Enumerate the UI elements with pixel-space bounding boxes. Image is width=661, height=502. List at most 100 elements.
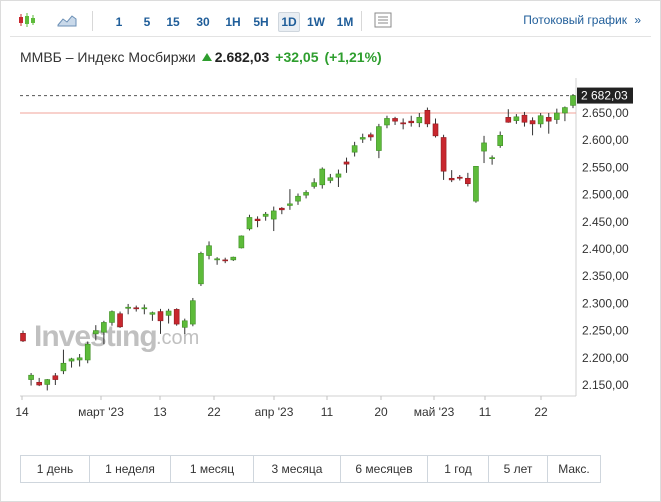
candle[interactable]: [424, 109, 431, 125]
range-button[interactable]: 1 год: [428, 456, 489, 482]
timeframe-30[interactable]: 30: [196, 15, 210, 29]
candle[interactable]: [408, 120, 415, 124]
candle[interactable]: [20, 333, 26, 342]
candle[interactable]: [181, 320, 188, 328]
candle[interactable]: [109, 311, 115, 323]
candle[interactable]: [384, 118, 390, 126]
candle[interactable]: [570, 95, 576, 106]
timeframe-5[interactable]: 5: [143, 15, 151, 29]
candle[interactable]: [101, 322, 107, 333]
timeframe-1d[interactable]: 1D: [278, 12, 300, 32]
y-tick-label: 2.450,00: [582, 215, 629, 229]
candle[interactable]: [238, 235, 245, 249]
candle[interactable]: [262, 213, 269, 217]
candle[interactable]: [351, 145, 358, 153]
candle[interactable]: [481, 142, 487, 152]
range-button[interactable]: Макс.: [558, 462, 590, 476]
chart-settings-icon[interactable]: [372, 10, 394, 30]
candle[interactable]: [214, 258, 220, 261]
range-button[interactable]: 1 месяц: [171, 456, 254, 482]
range-button[interactable]: 1 день: [21, 456, 90, 482]
candle[interactable]: [190, 300, 196, 325]
candlestick-type-icon[interactable]: [16, 10, 38, 30]
x-tick-label: май '23: [414, 405, 455, 419]
y-tick-label: 2.500,00: [582, 188, 629, 202]
candle[interactable]: [465, 177, 471, 185]
candle[interactable]: [554, 112, 560, 120]
candle[interactable]: [287, 203, 293, 206]
candle[interactable]: [359, 137, 366, 140]
range-button[interactable]: 3 месяца: [254, 456, 341, 482]
candle[interactable]: [562, 107, 568, 114]
candle[interactable]: [36, 381, 42, 386]
candle[interactable]: [521, 114, 528, 123]
candle[interactable]: [295, 195, 301, 202]
x-tick-label: 11: [479, 405, 492, 419]
y-tick-label: 2.300,00: [582, 296, 629, 310]
candle[interactable]: [343, 161, 350, 165]
candle[interactable]: [68, 358, 75, 362]
candle[interactable]: [537, 115, 544, 125]
candle[interactable]: [400, 122, 406, 125]
y-tick-label: 2.150,00: [582, 378, 629, 392]
candle[interactable]: [440, 137, 447, 172]
candle[interactable]: [279, 207, 285, 211]
candle[interactable]: [489, 157, 495, 159]
x-tick-label: март '23: [78, 405, 124, 419]
candle[interactable]: [133, 307, 140, 310]
candle[interactable]: [505, 117, 512, 123]
candle[interactable]: [117, 313, 123, 328]
timeframe-1[interactable]: 1: [115, 15, 123, 29]
candle[interactable]: [416, 117, 423, 124]
range-button[interactable]: 1 неделя: [90, 456, 171, 482]
stream-chart-link[interactable]: Потоковый график »: [523, 13, 641, 27]
candle[interactable]: [141, 307, 148, 310]
candle[interactable]: [173, 309, 180, 325]
timeframe-1h[interactable]: 1H: [225, 15, 241, 29]
candle[interactable]: [376, 126, 382, 151]
candle[interactable]: [28, 374, 34, 380]
candle[interactable]: [448, 177, 455, 181]
candle[interactable]: [367, 134, 374, 138]
candle[interactable]: [165, 310, 172, 316]
candle[interactable]: [392, 118, 398, 122]
toolbar-divider: [92, 11, 93, 31]
candle[interactable]: [432, 123, 439, 137]
candle[interactable]: [157, 311, 164, 322]
candle[interactable]: [335, 173, 342, 178]
candle[interactable]: [545, 117, 552, 122]
candle[interactable]: [254, 218, 261, 222]
area-chart-icon[interactable]: [56, 10, 78, 30]
candle[interactable]: [311, 182, 317, 187]
candle[interactable]: [270, 210, 277, 220]
timeframe-5h[interactable]: 5H: [253, 15, 269, 29]
candle[interactable]: [246, 217, 253, 230]
candle[interactable]: [529, 120, 536, 125]
candle[interactable]: [125, 306, 131, 309]
candle[interactable]: [149, 312, 156, 315]
candle[interactable]: [52, 375, 59, 380]
candle[interactable]: [319, 168, 326, 186]
candle[interactable]: [230, 256, 237, 261]
candle[interactable]: [513, 116, 520, 121]
timeframe-15[interactable]: 15: [166, 15, 180, 29]
candle[interactable]: [222, 259, 229, 262]
range-button[interactable]: 6 месяцев: [341, 456, 428, 482]
last-price-badge: [577, 87, 633, 104]
candle[interactable]: [44, 379, 51, 385]
timeframe-1w[interactable]: 1W: [307, 15, 325, 29]
candlestick-chart[interactable]: Investing .com2.150,002.200,002.250,002.3…: [0, 0, 661, 440]
candle[interactable]: [60, 362, 67, 372]
candle[interactable]: [473, 166, 479, 202]
candle[interactable]: [497, 135, 504, 146]
candle[interactable]: [327, 177, 334, 181]
candle[interactable]: [76, 357, 83, 361]
candle[interactable]: [84, 343, 91, 361]
candle[interactable]: [92, 330, 99, 335]
candle[interactable]: [198, 253, 204, 285]
candle[interactable]: [303, 192, 309, 196]
candle[interactable]: [206, 245, 212, 256]
candle[interactable]: [456, 176, 463, 179]
range-button[interactable]: 5 лет: [489, 456, 548, 482]
timeframe-1m[interactable]: 1M: [336, 15, 354, 29]
